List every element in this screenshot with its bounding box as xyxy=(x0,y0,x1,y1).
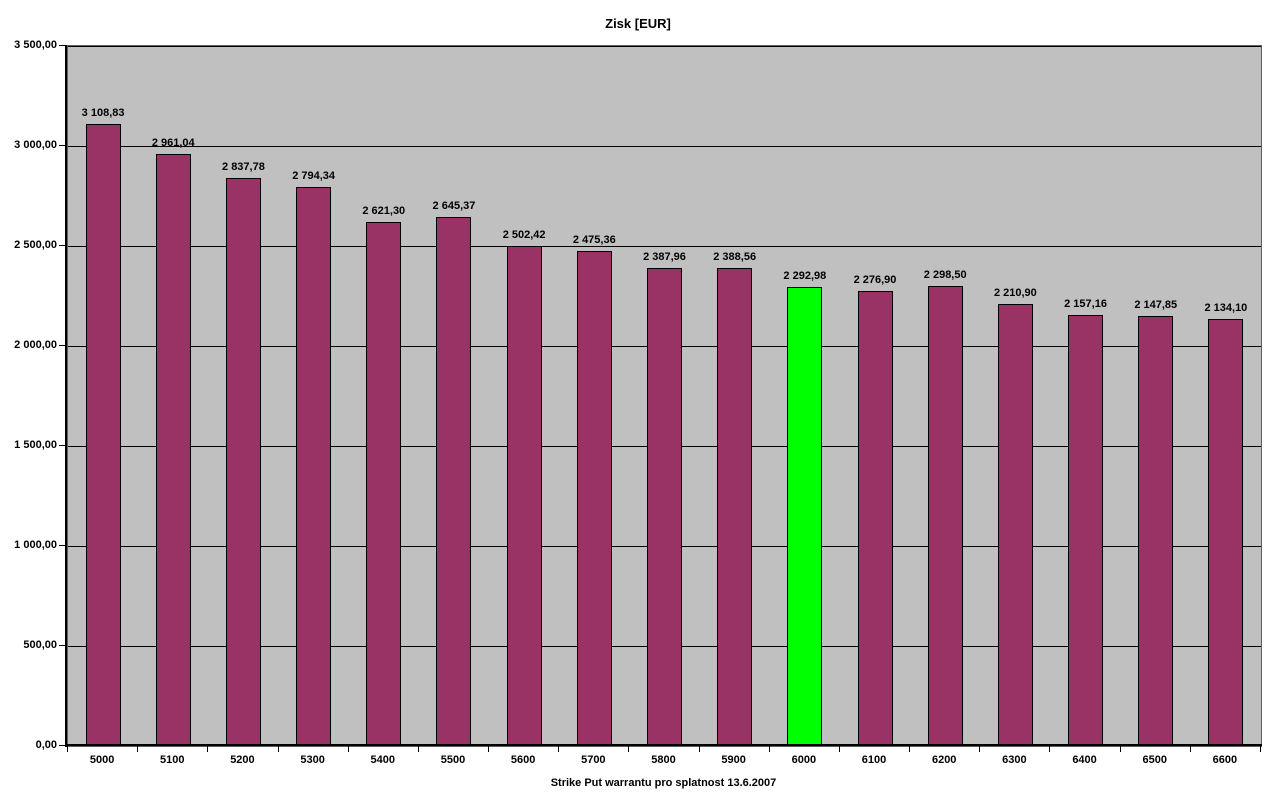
x-category-label: 5300 xyxy=(300,754,325,766)
x-category-label: 5900 xyxy=(721,754,746,766)
x-category-label: 6500 xyxy=(1142,754,1167,766)
y-tick-label: 1 500,00 xyxy=(14,439,57,451)
y-axis-tick xyxy=(59,745,66,746)
x-axis-title: Strike Put warrantu pro splatnost 13.6.2… xyxy=(550,777,777,789)
x-axis-tick xyxy=(417,746,419,752)
y-axis-tick xyxy=(59,645,66,646)
x-axis-tick xyxy=(558,746,560,752)
bar xyxy=(576,251,612,746)
bar xyxy=(1138,316,1174,746)
bar xyxy=(296,187,332,746)
x-category-label: 5800 xyxy=(651,754,676,766)
bar-value-label: 2 157,16 xyxy=(1064,298,1107,310)
gridline xyxy=(68,246,1261,247)
bar xyxy=(997,304,1033,746)
bar xyxy=(436,217,472,746)
x-axis-tick xyxy=(137,746,139,752)
bar xyxy=(1208,319,1244,746)
bar-value-label: 2 298,50 xyxy=(923,269,967,281)
x-axis-tick xyxy=(698,746,700,752)
bar-value-label: 2 837,78 xyxy=(222,161,265,173)
bar-value-label: 2 276,90 xyxy=(853,274,897,286)
x-axis-tick xyxy=(488,746,490,752)
x-axis-tick xyxy=(838,746,840,752)
x-axis-tick xyxy=(909,746,911,752)
x-axis-tick xyxy=(1049,746,1051,752)
gridline xyxy=(68,146,1261,147)
y-tick-label: 3 000,00 xyxy=(14,139,57,151)
bar-value-label: 2 292,98 xyxy=(783,270,827,282)
y-axis-line xyxy=(65,45,67,747)
y-tick-label: 2 000,00 xyxy=(14,339,57,351)
x-category-label: 5700 xyxy=(581,754,606,766)
x-axis-tick xyxy=(207,746,209,752)
bar-value-label: 2 134,10 xyxy=(1204,302,1248,314)
bar xyxy=(857,291,893,746)
y-tick-label: 2 500,00 xyxy=(14,239,57,251)
y-tick-label: 0,00 xyxy=(35,739,57,751)
chart-title: Zisk [EUR] xyxy=(605,16,671,31)
y-tick-label: 500,00 xyxy=(23,639,57,651)
bar-value-label: 2 645,37 xyxy=(432,200,476,212)
x-category-label: 5000 xyxy=(89,754,115,766)
bar-value-label: 3 108,83 xyxy=(81,107,125,119)
bar-value-label: 2 210,90 xyxy=(993,287,1037,299)
y-axis-tick xyxy=(59,45,66,46)
x-axis-tick xyxy=(768,746,770,752)
x-category-label: 5500 xyxy=(440,754,466,766)
y-tick-label: 1 000,00 xyxy=(14,539,57,551)
y-axis-tick xyxy=(59,445,66,446)
bar-value-label: 2 794,34 xyxy=(292,170,336,182)
x-category-label: 6600 xyxy=(1212,754,1238,766)
x-axis-tick xyxy=(67,746,68,752)
bar-value-label: 2 621,30 xyxy=(362,205,406,217)
gridline xyxy=(68,46,1261,47)
bar xyxy=(927,286,963,746)
y-tick-label: 3 500,00 xyxy=(14,39,57,51)
bar xyxy=(717,268,753,746)
plot-area: 3 108,83 2 961,04 2 837,78 2 794,34 2 621,30… xyxy=(67,45,1262,747)
x-category-label: 6100 xyxy=(861,754,887,766)
y-axis-tick xyxy=(59,245,66,246)
y-axis-tick xyxy=(59,345,66,346)
x-category-label: 6300 xyxy=(1002,754,1027,766)
x-axis-tick xyxy=(628,746,630,752)
bar xyxy=(155,154,191,746)
y-axis-tick xyxy=(59,545,66,546)
x-category-label: 5400 xyxy=(370,754,396,766)
x-axis-tick xyxy=(1119,746,1121,752)
bar xyxy=(366,222,402,746)
x-category-label: 5600 xyxy=(510,754,536,766)
y-axis-tick xyxy=(59,145,66,146)
bar xyxy=(85,124,121,746)
x-axis-tick xyxy=(277,746,279,752)
bar xyxy=(787,287,823,746)
bar-value-label: 2 387,96 xyxy=(643,251,686,263)
bar xyxy=(1068,315,1104,746)
bar-value-label: 2 388,56 xyxy=(713,251,757,263)
x-axis-tick xyxy=(1260,746,1261,752)
x-axis-tick xyxy=(347,746,349,752)
bar xyxy=(225,178,261,746)
bar-value-label: 2 961,04 xyxy=(151,137,195,149)
bar-value-label: 2 147,85 xyxy=(1134,299,1178,311)
x-category-label: 5200 xyxy=(230,754,255,766)
bar-value-label: 2 475,36 xyxy=(572,234,616,246)
bar-value-label: 2 502,42 xyxy=(502,229,546,241)
x-category-label: 5100 xyxy=(160,754,185,766)
x-axis-tick xyxy=(1189,746,1191,752)
x-category-label: 6200 xyxy=(931,754,957,766)
x-category-label: 6400 xyxy=(1072,754,1097,766)
bar xyxy=(506,246,542,746)
x-category-label: 6000 xyxy=(791,754,817,766)
x-axis-tick xyxy=(979,746,981,752)
bar xyxy=(647,268,682,746)
x-axis-line xyxy=(65,744,1262,746)
